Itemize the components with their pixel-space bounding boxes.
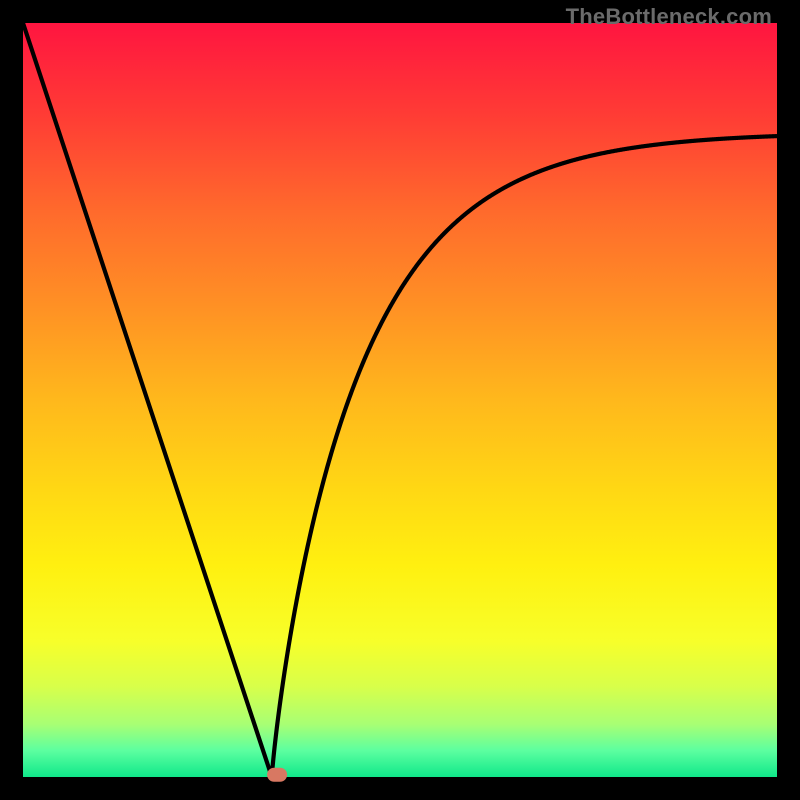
watermark-text: TheBottleneck.com — [566, 4, 772, 30]
bottleneck-chart — [0, 0, 800, 800]
optimum-marker — [267, 768, 287, 782]
plot-gradient-background — [23, 23, 777, 777]
chart-container: { "watermark": { "text": "TheBottleneck.… — [0, 0, 800, 800]
